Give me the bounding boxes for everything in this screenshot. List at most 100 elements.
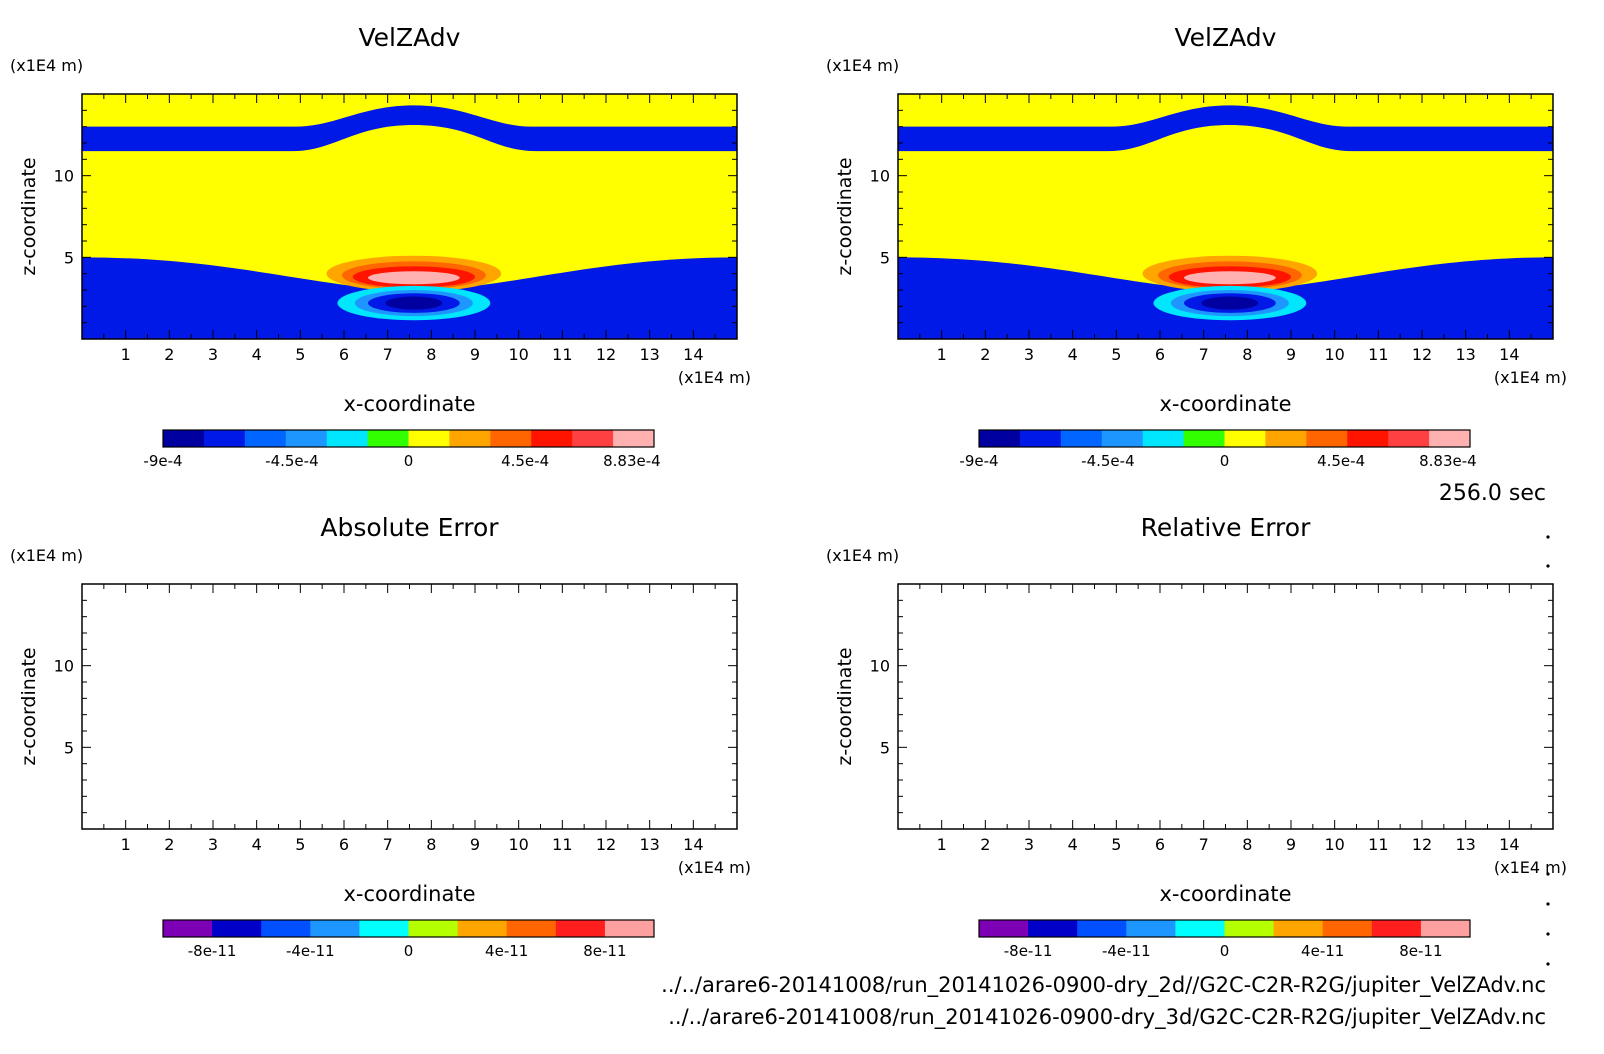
upper-green-band bbox=[898, 105, 1553, 152]
file-path-1: ../../arare6-20141008/run_20141026-0900-… bbox=[661, 973, 1546, 998]
colorbar-segment bbox=[1388, 430, 1430, 447]
colorbar-segment bbox=[1429, 430, 1471, 447]
y-unit-label: (x1E4 m) bbox=[10, 56, 83, 75]
x-tick-label: 9 bbox=[470, 835, 480, 854]
x-tick-label: 10 bbox=[508, 835, 528, 854]
x-axis-label: x-coordinate bbox=[1159, 882, 1291, 906]
colorbar-segment bbox=[310, 920, 360, 937]
colorbar-label: -4.5e-4 bbox=[1081, 452, 1134, 470]
colorbar-label: 8e-11 bbox=[1399, 942, 1442, 960]
field-fill bbox=[82, 94, 737, 339]
x-tick-label: 5 bbox=[295, 345, 305, 364]
x-tick-label: 2 bbox=[980, 345, 990, 364]
colorbar-segment bbox=[604, 920, 655, 937]
x-tick-label: 7 bbox=[1199, 345, 1209, 364]
y-axis-label: z-coordinate bbox=[18, 647, 40, 765]
y-axis-label: z-coordinate bbox=[834, 647, 856, 765]
colorbar-label: -9e-4 bbox=[959, 452, 998, 470]
x-tick-label: 5 bbox=[1111, 835, 1121, 854]
x-tick-label: 12 bbox=[596, 345, 616, 364]
x-tick-label: 3 bbox=[208, 835, 218, 854]
colorbar-segment bbox=[212, 920, 262, 937]
x-tick-label: 11 bbox=[1368, 345, 1388, 364]
time-label: 256.0 sec bbox=[1439, 481, 1546, 506]
field-fill bbox=[898, 94, 1553, 339]
x-tick-label: 6 bbox=[1155, 835, 1165, 854]
y-unit-label: (x1E4 m) bbox=[10, 546, 83, 565]
colorbar-frame bbox=[162, 919, 655, 938]
colorbar-segment bbox=[979, 430, 1021, 447]
colorbar-segment bbox=[408, 430, 450, 447]
x-tick-label: 1 bbox=[937, 835, 947, 854]
colorbar-label: 0 bbox=[1220, 452, 1230, 470]
x-tick-label: 11 bbox=[552, 835, 572, 854]
x-tick-label: 1 bbox=[121, 345, 131, 364]
x-tick-label: 13 bbox=[639, 345, 659, 364]
colorbar-label: -8e-11 bbox=[188, 942, 237, 960]
x-tick-label: 6 bbox=[1155, 345, 1165, 364]
x-tick-label: 14 bbox=[683, 835, 703, 854]
edge-dot bbox=[1546, 932, 1550, 936]
colorbar-segment bbox=[261, 920, 311, 937]
colorbar-label: -4e-11 bbox=[1102, 942, 1151, 960]
x-tick-label: 13 bbox=[1455, 835, 1475, 854]
colorbar-segment bbox=[359, 920, 409, 937]
x-tick-label: 1 bbox=[937, 345, 947, 364]
colorbar-label: 8e-11 bbox=[583, 942, 626, 960]
colorbar-segment bbox=[613, 430, 655, 447]
y-tick-label: 10 bbox=[54, 657, 74, 676]
colorbar-segment bbox=[1019, 430, 1062, 447]
colorbar-label: -4e-11 bbox=[286, 942, 335, 960]
x-tick-label: 4 bbox=[1068, 345, 1078, 364]
colorbar-segment bbox=[1273, 920, 1324, 937]
edge-dot bbox=[1546, 535, 1550, 539]
x-tick-label: 12 bbox=[1412, 835, 1432, 854]
colorbar-segment bbox=[449, 430, 491, 447]
x-axis-label: x-coordinate bbox=[343, 392, 475, 416]
x-unit-label: (x1E4 m) bbox=[1494, 858, 1567, 877]
x-tick-label: 8 bbox=[426, 345, 436, 364]
x-tick-label: 9 bbox=[470, 345, 480, 364]
colorbar-segment bbox=[1224, 920, 1275, 937]
colorbar-segment bbox=[490, 430, 532, 447]
chart-panel-3: Absolute Error(x1E4 m)1 2 3 4 5 6 7 8 9 10 11 12 13 1… bbox=[10, 513, 751, 960]
x-tick-label: 12 bbox=[1412, 345, 1432, 364]
colorbar-segment bbox=[203, 430, 246, 447]
x-tick-label: 14 bbox=[683, 345, 703, 364]
x-tick-label: 3 bbox=[208, 345, 218, 364]
x-unit-label: (x1E4 m) bbox=[678, 368, 751, 387]
y-tick-label: 5 bbox=[880, 248, 890, 267]
colorbar: -8e-11 -4e-11 0 4e-11 8e-11 bbox=[162, 919, 655, 960]
y-unit-label: (x1E4 m) bbox=[826, 546, 899, 565]
colorbar-label: 0 bbox=[1220, 942, 1230, 960]
colorbar-segment bbox=[1183, 430, 1225, 447]
upper-green-band bbox=[82, 105, 737, 152]
x-tick-label: 2 bbox=[980, 835, 990, 854]
colorbar-segment bbox=[572, 430, 614, 447]
x-tick-label: 2 bbox=[164, 345, 174, 364]
colorbar-segment bbox=[1224, 430, 1266, 447]
colorbar-label: 8.83e-4 bbox=[603, 452, 661, 470]
x-tick-label: 14 bbox=[1499, 345, 1519, 364]
chart-panel-1: VelZAdv(x1E4 m)1 2 3 4 5 6 7 8 9 10 11 12 13 14510(x1… bbox=[10, 23, 751, 470]
x-tick-label: 14 bbox=[1499, 835, 1519, 854]
x-unit-label: (x1E4 m) bbox=[1494, 368, 1567, 387]
y-tick-label: 10 bbox=[54, 167, 74, 186]
x-tick-label: 13 bbox=[1455, 345, 1475, 364]
colorbar-frame bbox=[162, 429, 655, 448]
x-tick-label: 4 bbox=[252, 835, 262, 854]
colorbar-segment bbox=[1101, 430, 1144, 447]
x-unit-label: (x1E4 m) bbox=[678, 858, 751, 877]
x-tick-label: 10 bbox=[1324, 345, 1344, 364]
colorbar-label: -8e-11 bbox=[1004, 942, 1053, 960]
colorbar-segment bbox=[1265, 430, 1307, 447]
x-tick-label: 11 bbox=[552, 345, 572, 364]
y-tick-label: 5 bbox=[64, 738, 74, 757]
colorbar-segment bbox=[1142, 430, 1185, 447]
colorbar-label: 0 bbox=[404, 452, 414, 470]
colorbar-segment bbox=[163, 920, 213, 937]
colorbar-label: -9e-4 bbox=[143, 452, 182, 470]
x-tick-label: 4 bbox=[252, 345, 262, 364]
x-tick-label: 8 bbox=[1242, 835, 1252, 854]
